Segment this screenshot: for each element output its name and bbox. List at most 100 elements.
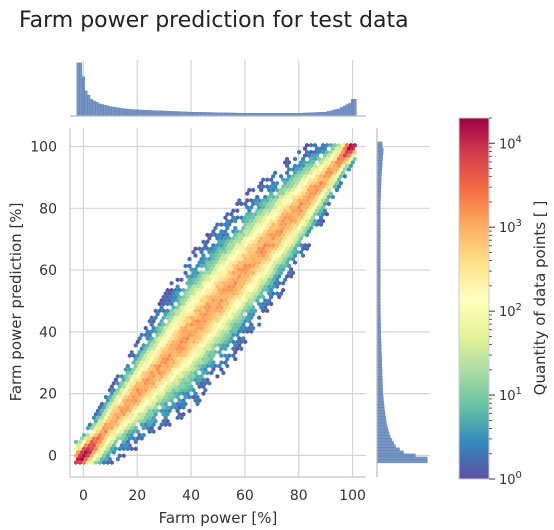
hexbin-cell [103, 394, 108, 400]
hexbin-cell [189, 384, 194, 389]
hexbin-cell [185, 301, 190, 307]
hexbin-cell [85, 446, 90, 452]
hexbin-cell [227, 236, 232, 241]
hexbin-cell [247, 325, 252, 331]
hexbin-cell [325, 163, 329, 169]
hexbin-cell [83, 450, 88, 455]
hexbin-cell [211, 249, 216, 255]
hexbin-cell [253, 280, 258, 286]
hexbin-cell [221, 315, 226, 320]
hexbin-cell [187, 263, 192, 269]
hexbin-cell [163, 422, 168, 427]
hexbin-cell [299, 167, 303, 172]
hexbin-cell [199, 277, 204, 283]
hexbin-cell [195, 394, 200, 400]
hexbin-cell [167, 422, 172, 427]
hexbin-cell [191, 249, 196, 255]
hexbin-cell [149, 329, 154, 334]
y-axis-label: Farm power prediction [%] [7, 203, 25, 402]
hexbin-cell [287, 222, 292, 227]
hexbin-cell [203, 291, 208, 296]
hexbin-cell [147, 339, 152, 345]
hexbin-cell [221, 343, 226, 348]
hexbin-cell [161, 384, 166, 389]
hexbin-cell [93, 446, 98, 452]
hexbin-cell [336, 184, 341, 189]
hexbin-cell [201, 274, 206, 279]
hexbin-cell [97, 405, 102, 410]
hexbin-cell [191, 277, 196, 283]
hexbin-cell [199, 325, 204, 331]
hexbin-cell [243, 270, 248, 276]
colorbar-tick-label: 103 [499, 218, 522, 236]
hexbin-cell [285, 177, 290, 182]
hexbin-cell [129, 370, 134, 376]
hexbin-cell [279, 291, 284, 296]
hexbin-cell [185, 336, 190, 341]
marginal-y-bar [376, 367, 383, 371]
hexbin-cell [159, 367, 164, 372]
hexbin-cell [197, 398, 202, 403]
hexbin-cell [191, 270, 196, 276]
hexbin-cell [115, 436, 120, 441]
hexbin-cell [299, 249, 303, 255]
hexbin-cell [263, 201, 268, 207]
marginal-y-bar [376, 357, 382, 362]
hexbin-cell [311, 174, 315, 179]
hexbin-cell [295, 222, 300, 227]
hexbin-cell [231, 249, 236, 255]
hexbin-cell [241, 232, 246, 238]
hexbin-cell [135, 415, 140, 421]
hexbin-cell [141, 377, 146, 383]
hexbin-cell [129, 425, 134, 431]
hexbin-cell [231, 284, 236, 289]
hexbin-cell [265, 280, 270, 286]
hexbin-cell [251, 325, 256, 331]
hexbin-cell [225, 232, 230, 238]
hexbin-cell [233, 260, 238, 265]
y-tick-label: 100 [30, 140, 57, 156]
marginal-y-bar [376, 370, 383, 374]
hexbin-cell [235, 263, 240, 269]
hexbin-cell [195, 277, 200, 283]
colorbar-tick-label: 101 [499, 386, 522, 404]
hexbin-cell [229, 239, 234, 245]
hexbin-cell [249, 205, 254, 210]
hexbin-cell [221, 322, 226, 327]
hexbin-cell [191, 360, 196, 365]
hexbin-cell [89, 460, 94, 465]
hexbin-cell [209, 253, 214, 258]
hexbin-cell [177, 412, 182, 417]
hexbin-cell [289, 191, 294, 196]
hexbin-cell [201, 253, 206, 258]
hexbin-cell [87, 436, 92, 441]
hexbin-cell [277, 239, 282, 245]
hexbin-cell [227, 277, 232, 283]
marginal-y-bar [376, 441, 394, 445]
hexbin-cell [165, 418, 170, 424]
hexbin-cell [131, 367, 136, 372]
hexbin-cell [223, 243, 228, 248]
hexbin-cell [297, 218, 302, 224]
hexbin-cell [213, 253, 218, 258]
hexbin-cell [181, 412, 186, 417]
hexbin-cell [328, 184, 333, 189]
hexbin-cell [111, 429, 116, 434]
hexbin-cell [291, 208, 296, 214]
hexbin-cell [219, 346, 224, 352]
hexbin-cell [213, 287, 218, 293]
hexbin-cell [103, 429, 108, 434]
hexbin-cell [97, 412, 102, 417]
hexbin-cell [191, 387, 196, 393]
hexbin-cell [205, 356, 210, 362]
hexbin-cell [289, 184, 294, 189]
hexbin-cell [231, 208, 236, 214]
hexbin-cell [111, 443, 116, 448]
hexbin-cell [223, 305, 228, 310]
hexbin-cell [325, 191, 329, 196]
hexbin-cell [213, 294, 218, 300]
hexbin-cell [257, 287, 262, 293]
hexbin-cell [195, 318, 200, 324]
hexbin-cell [191, 394, 196, 400]
hexbin-cell [193, 301, 198, 307]
